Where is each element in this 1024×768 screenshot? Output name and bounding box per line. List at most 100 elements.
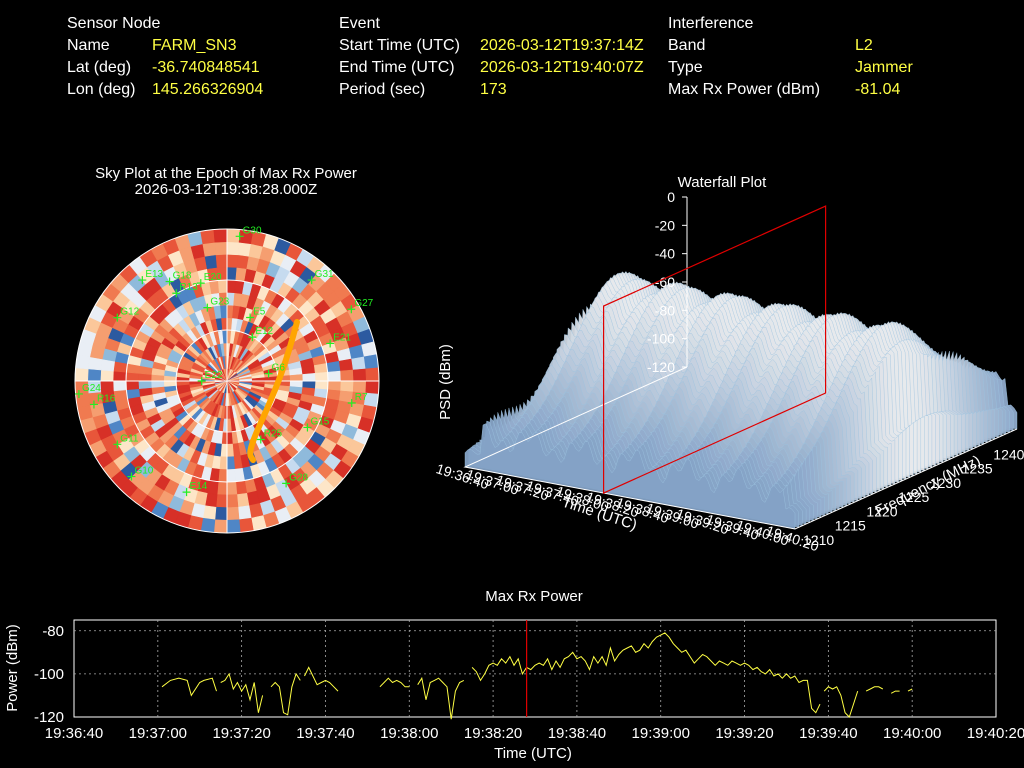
satellite-label: G28 xyxy=(289,472,308,483)
waterfall-freq-tick-label: 1220 xyxy=(866,503,897,519)
satellite-g27: G27 xyxy=(347,298,374,314)
power-chart-y-label: Power (dBm) xyxy=(4,624,21,712)
power-x-tick-label: 19:39:40 xyxy=(799,725,857,742)
waterfall-freq-tick-label: 1235 xyxy=(962,461,993,477)
event-start-label: Start Time (UTC) xyxy=(339,37,460,54)
interference-power-value: -81.04 xyxy=(855,81,901,98)
power-chart-grid xyxy=(74,620,996,717)
interference-band-label: Band xyxy=(668,37,706,54)
satellite-label: E14 xyxy=(190,481,208,492)
satellite-e13: E13 xyxy=(138,269,164,285)
sensor-lat-value: -36.740848541 xyxy=(152,59,260,76)
satellite-label: G27 xyxy=(354,298,373,309)
satellite-marker xyxy=(203,303,212,312)
waterfall-title: Waterfall Plot xyxy=(677,174,767,191)
power-x-tick-label: 19:37:40 xyxy=(296,725,354,742)
satellite-e12: E12 xyxy=(248,326,274,342)
satellite-e14: E14 xyxy=(182,481,208,497)
skyplot-title-line2: 2026-03-12T19:38:28.000Z xyxy=(134,181,318,198)
waterfall-freq-tick-label: 1225 xyxy=(898,489,929,505)
satellite-label: G12 xyxy=(120,307,139,318)
satellite-g28: G28 xyxy=(282,472,308,488)
satellite-marker xyxy=(303,423,312,432)
satellite-label: G31 xyxy=(315,269,334,280)
waterfall-z-tick-label: -120 xyxy=(647,359,675,375)
satellite-marker xyxy=(138,276,147,285)
satellite-e5: E5 xyxy=(246,307,266,322)
satellite-label: R16 xyxy=(97,393,116,404)
satellite-marker xyxy=(326,339,335,348)
waterfall-z-tick-label: -100 xyxy=(647,331,675,347)
interference-power-label: Max Rx Power (dBm) xyxy=(668,81,821,98)
satellite-r13: R13 xyxy=(172,282,198,298)
power-x-tick-label: 19:38:40 xyxy=(548,725,606,742)
jammer-track xyxy=(247,319,300,463)
sensor-lon-value: 145.266326904 xyxy=(152,81,264,98)
event-period-label: Period (sec) xyxy=(339,81,426,98)
satellite-label: E21 xyxy=(333,332,351,343)
satellite-marker xyxy=(89,400,98,409)
satellite-g10: G10 xyxy=(127,466,154,481)
power-series-segment xyxy=(471,632,821,714)
satellite-marker xyxy=(235,232,244,241)
satellite-marker xyxy=(307,276,316,285)
sensor-heading: Sensor Node xyxy=(67,15,161,32)
satellite-label: R13 xyxy=(179,282,198,293)
satellite-marker xyxy=(282,479,291,488)
power-series-segment xyxy=(907,688,913,692)
sky-heat-cell xyxy=(226,519,241,533)
event-heading: Event xyxy=(339,15,380,32)
power-chart-frame xyxy=(73,619,997,718)
interference-heading: Interference xyxy=(668,15,754,32)
satellite-label: E13 xyxy=(145,269,163,280)
satellite-label: G11 xyxy=(120,433,139,444)
sky-grid xyxy=(74,228,380,534)
power-series-segment xyxy=(379,677,410,688)
power-series xyxy=(161,632,913,720)
satellite-label: R7 xyxy=(355,392,368,403)
satellite-label: E20 xyxy=(204,272,222,283)
waterfall-surface xyxy=(464,271,1018,530)
satellite-marker xyxy=(172,289,181,298)
power-x-tick-label: 19:37:20 xyxy=(212,725,270,742)
skyplot-title-line1: Sky Plot at the Epoch of Max Rx Power xyxy=(95,165,357,182)
waterfall-z-tick-label: 0 xyxy=(667,189,675,205)
satellite-e20: E20 xyxy=(196,272,222,288)
satellite-label: G15 xyxy=(310,416,329,427)
waterfall-z-tick-label: -40 xyxy=(655,246,675,262)
waterfall-z-tick-label: -20 xyxy=(655,217,675,233)
power-x-tick-label: 19:40:20 xyxy=(967,725,1024,742)
satellite-g23: G23 xyxy=(203,297,230,312)
satellite-label: E22 xyxy=(205,370,223,381)
satellite-marker xyxy=(197,377,206,385)
power-y-tick-label: -80 xyxy=(42,623,64,640)
power-x-tick-label: 19:39:00 xyxy=(632,725,690,742)
sensor-lon-label: Lon (deg) xyxy=(67,81,136,98)
satellite-g30: G30 xyxy=(235,225,262,241)
waterfall-slice xyxy=(464,423,796,530)
power-y-tick-label: -120 xyxy=(34,709,64,726)
satellite-label: G23 xyxy=(210,297,229,308)
satellite-g31: G31 xyxy=(307,269,334,285)
satellite-marker xyxy=(347,398,356,407)
power-x-tick-label: 19:38:20 xyxy=(464,725,522,742)
satellite-marker xyxy=(347,305,356,314)
power-x-tick-label: 19:39:20 xyxy=(715,725,773,742)
power-chart-x-label: Time (UTC) xyxy=(494,745,572,762)
power-y-tick-label: -100 xyxy=(34,666,64,683)
power-x-tick-label: 19:40:00 xyxy=(883,725,941,742)
interference-band-value: L2 xyxy=(855,37,873,54)
satellite-label: G6 xyxy=(272,363,286,374)
power-series-segment xyxy=(865,686,884,692)
satellite-g12: G12 xyxy=(113,307,140,322)
power-series-segment xyxy=(304,666,339,692)
event-end-label: End Time (UTC) xyxy=(339,59,455,76)
satellite-label: G18 xyxy=(173,271,192,282)
power-series-segment xyxy=(161,677,217,697)
interference-type-label: Type xyxy=(668,59,703,76)
sky-heat-cell xyxy=(213,229,228,243)
event-end-value: 2026-03-12T19:40:07Z xyxy=(480,59,644,76)
